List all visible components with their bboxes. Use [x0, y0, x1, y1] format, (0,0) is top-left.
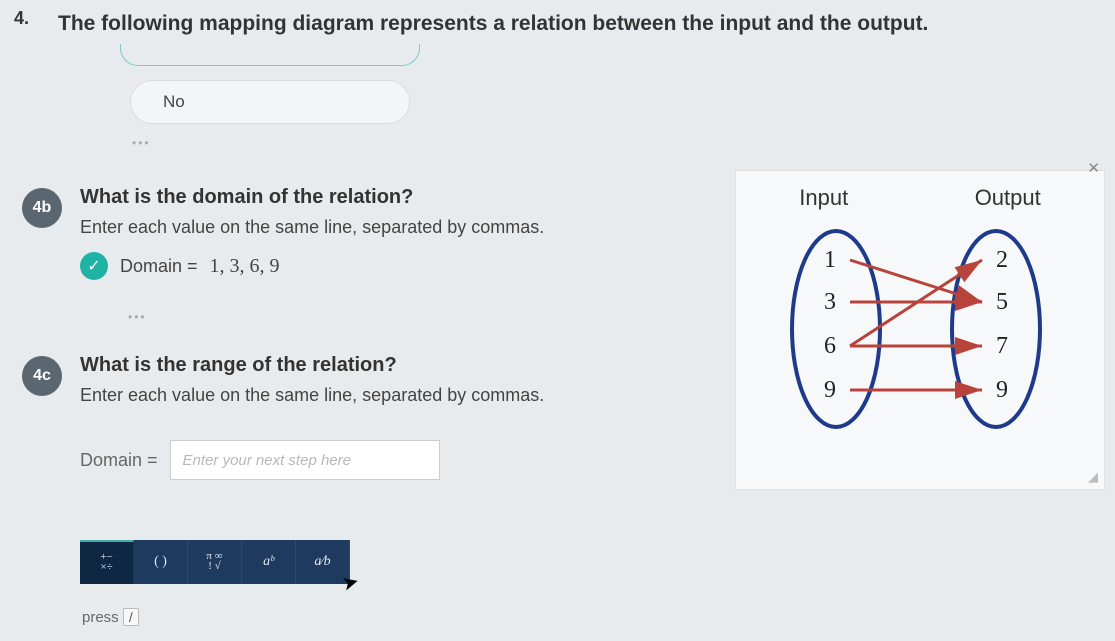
toolbar-ops-button[interactable]: +−×÷ — [80, 540, 134, 584]
mapping-diagram-panel: ✕ Input Output 13692579 ◢ — [735, 170, 1105, 490]
toolbar-exponent-button[interactable]: aᵇ — [242, 540, 296, 584]
cursor-icon: ➤ — [339, 568, 362, 596]
svg-text:7: 7 — [996, 333, 1008, 359]
diagram-input-label: Input — [799, 185, 848, 211]
previous-answer-text: No — [163, 92, 185, 112]
badge-4c: 4c — [22, 356, 62, 396]
diagram-output-label: Output — [975, 185, 1041, 211]
math-toolbar: +−×÷ ( ) π ∞! √ aᵇ a⁄b — [80, 540, 350, 584]
svg-text:1: 1 — [824, 247, 836, 273]
press-key: / — [123, 608, 139, 626]
svg-text:9: 9 — [824, 377, 836, 403]
question-4c-hint: Enter each value on the same line, separ… — [80, 385, 544, 406]
input-4c-label: Domain = — [80, 450, 158, 471]
close-icon[interactable]: ✕ — [1087, 159, 1100, 177]
svg-text:6: 6 — [824, 333, 836, 359]
svg-text:2: 2 — [996, 247, 1008, 273]
previous-answer-pill: No — [130, 80, 410, 124]
resize-icon[interactable]: ◢ — [1088, 469, 1098, 485]
question-number: 4. — [14, 8, 29, 29]
question-4b-label: What is the domain of the relation? — [80, 186, 544, 209]
press-hint: press / — [82, 608, 139, 626]
question-4c-label: What is the range of the relation? — [80, 354, 544, 377]
fraction-icon: a⁄b — [314, 554, 330, 570]
toolbar-symbols-button[interactable]: π ∞! √ — [188, 540, 242, 584]
toolbar-parens-button[interactable]: ( ) — [134, 540, 188, 584]
symbols-icon: π ∞! √ — [206, 552, 222, 572]
ellipsis-icon: ••• — [128, 310, 147, 324]
answer-4b-row: ✓ Domain = 1, 3, 6, 9 — [80, 252, 544, 280]
svg-text:5: 5 — [996, 289, 1008, 315]
svg-text:3: 3 — [824, 289, 836, 315]
press-label: press — [82, 609, 119, 626]
answer-4b-label: Domain = — [120, 256, 198, 277]
exponent-icon: aᵇ — [263, 554, 274, 570]
svg-text:9: 9 — [996, 377, 1008, 403]
parens-icon: ( ) — [154, 554, 167, 570]
ellipsis-icon: ••• — [132, 136, 151, 150]
badge-4b: 4b — [22, 188, 62, 228]
question-4b-hint: Enter each value on the same line, separ… — [80, 217, 544, 238]
answer-4b-value: 1, 3, 6, 9 — [210, 255, 280, 278]
check-icon: ✓ — [80, 252, 108, 280]
question-title: The following mapping diagram represents… — [58, 12, 928, 36]
mapping-diagram-svg: 1 3 6 9 2 5 7 9 — [736, 221, 1106, 481]
ops-icon: +−×÷ — [100, 553, 112, 573]
answer-input[interactable] — [170, 440, 440, 480]
previous-answer-outline — [120, 44, 420, 66]
